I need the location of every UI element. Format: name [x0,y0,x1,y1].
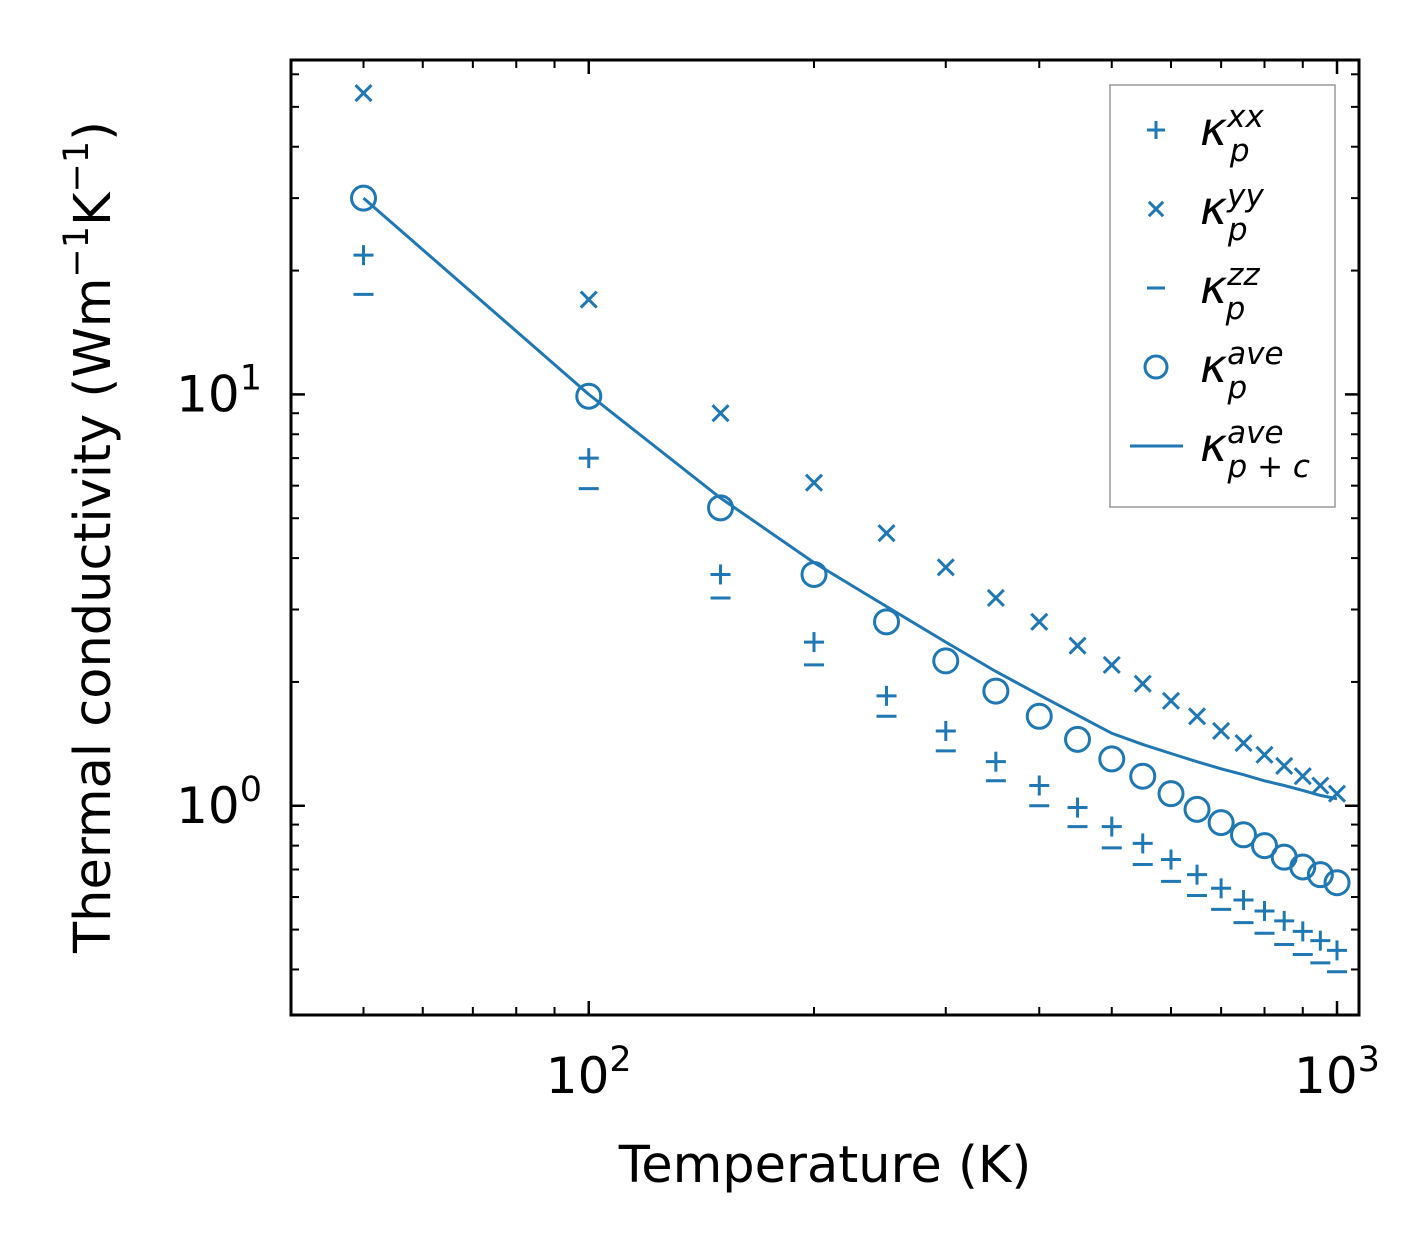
legend-label-kp-xx: κxx p [1200,99,1264,169]
axes-frame [289,58,1361,1017]
series-kp_xx [353,245,1348,961]
point-kp_xx [935,720,956,741]
point-kp_ave [350,184,378,212]
series-kp_yy [354,84,1347,803]
point-kp_xx [710,564,731,585]
y-tick-label: 101 [176,358,262,423]
point-kp_ave [1270,843,1298,871]
point-kp_xx [353,245,374,266]
point-kp_xx [1101,816,1122,837]
point-kp_xx [1310,930,1331,951]
point-kp_yy [354,84,373,103]
point-kp_yy [1255,745,1274,764]
legend-marker-kp_yy [1147,200,1165,218]
point-kp_yy [1068,636,1087,655]
point-kp_ave [1306,861,1334,889]
x-tick-label: 102 [546,1040,632,1105]
point-kp_xx [1029,775,1050,796]
point-kp_ave [1183,795,1211,823]
legend-label-kp-zz: κzz p [1200,257,1260,327]
series-kp_zz [353,292,1348,974]
point-kp_ave [1129,762,1157,790]
legend-markers [1130,121,1183,448]
point-kp_ave [1207,809,1235,837]
point-kp_yy [711,404,730,423]
point-kp_yy [804,473,824,492]
point-kp_ave [1289,853,1317,881]
point-kp_xx [804,632,825,653]
legend: κxx p κyy p κzz p κave p κave p + c [1109,84,1336,508]
legend-marker-kp_xx [1147,121,1165,139]
point-kp_yy [1234,734,1253,753]
point-kp_yy [1311,776,1330,795]
legend-label-kp-yy: κyy p [1200,178,1264,248]
legend-label-kpc-ave: κave p + c [1200,415,1310,485]
point-kp_ave [932,647,960,675]
point-kp_yy [1102,655,1121,674]
point-kp_yy [1293,767,1312,786]
point-kp_ave [1098,745,1126,773]
point-kp_xx [1187,864,1208,885]
point-kp_yy [936,558,955,577]
point-kp_xx [1132,833,1153,854]
point-kp_ave [1064,725,1092,753]
point-kp_yy [1030,612,1049,631]
point-kp_ave [873,608,901,636]
x-axis-title: Temperature (K) [618,1136,1032,1195]
point-kp_yy [1187,707,1207,726]
point-kp_xx [876,685,897,706]
point-kp_ave [1323,869,1351,897]
legend-marker-kp_ave [1143,354,1169,380]
legend-label-kp-ave: κave p [1200,336,1284,406]
point-kp_xx [1327,940,1348,961]
point-kp_xx [1274,910,1295,931]
point-kp_yy [1133,674,1152,693]
point-kp_ave [1025,702,1053,730]
series-line-kpc_ave [362,196,1338,801]
point-kp_xx [985,751,1006,772]
y-axis-title: Thermal conductivity (Wm−1K−1) [57,121,123,954]
point-kp_xx [1292,921,1313,942]
x-tick-label: 103 [1294,1040,1380,1105]
y-tick-label: 100 [176,770,262,835]
point-kp_ave [1251,832,1279,860]
point-kp_xx [578,448,599,469]
tick-labels: 102 103 100 101 [176,358,1380,1105]
point-kp_xx [1211,878,1232,899]
point-kp_yy [1275,756,1294,775]
legend-frame [1109,84,1336,508]
point-kp_ave [575,382,603,410]
point-kp_xx [1233,890,1254,911]
point-kp_ave [1230,821,1258,849]
point-kp_ave [1157,780,1185,808]
point-kp_xx [1254,900,1275,921]
point-kp_yy [1327,784,1347,803]
series-kpc_ave [362,196,1338,801]
point-kp_yy [1212,721,1231,741]
point-kp_xx [1161,849,1182,870]
point-kp_yy [1161,691,1181,710]
point-kp_yy [986,588,1005,608]
point-kp_yy [579,290,598,309]
plot-area [350,84,1351,974]
point-kp_xx [1067,797,1088,818]
point-kp_ave [982,677,1010,705]
point-kp_yy [877,524,896,543]
